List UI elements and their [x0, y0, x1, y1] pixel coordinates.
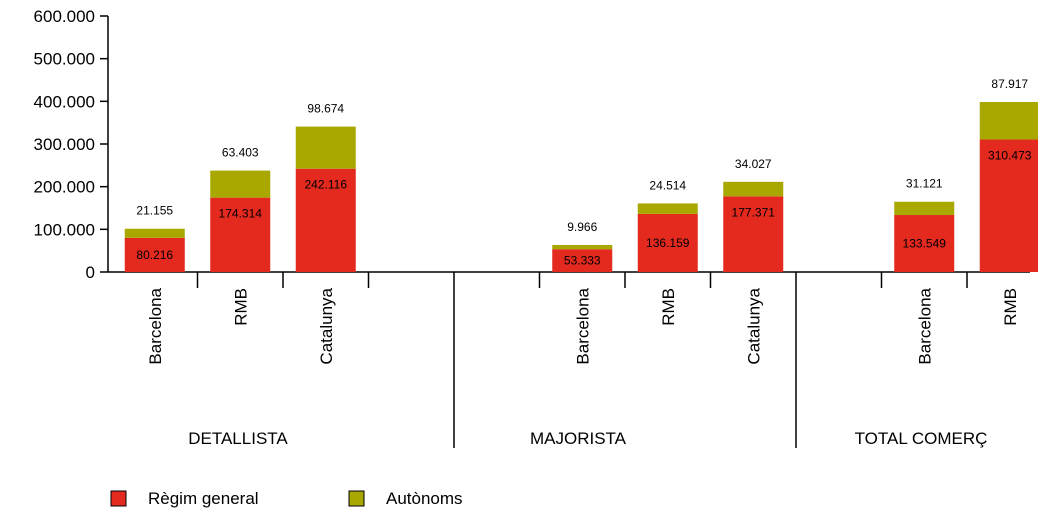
data-label-regim-general: 80.216	[136, 248, 173, 262]
category-label: RMB	[659, 288, 678, 326]
bar-segment-autonoms	[979, 102, 1038, 140]
data-label-regim-general: 310.473	[988, 149, 1032, 163]
data-label-regim-general: 133.549	[903, 237, 947, 251]
y-tick-label: 600.000	[34, 7, 95, 26]
y-tick-label: 400.000	[34, 92, 95, 111]
group-label: TOTAL COMERÇ	[855, 429, 988, 448]
x-axis: DETALLISTA Barcelona RMB Catalunya MAJORISTA…	[108, 271, 1030, 448]
bar-segment-regim-general	[637, 213, 698, 272]
legend-label: Règim general	[148, 489, 259, 508]
y-tick-label: 100.000	[34, 220, 95, 239]
bar-segment-regim-general	[295, 168, 356, 272]
data-label-autonoms: 24.514	[649, 178, 686, 192]
data-label-regim-general: 53.333	[564, 254, 601, 268]
category-label: Catalunya	[317, 287, 336, 364]
y-tick-label: 300.000	[34, 135, 95, 154]
category-label: RMB	[1001, 288, 1020, 326]
data-label-regim-general: 177.371	[732, 205, 776, 219]
legend-swatch	[348, 490, 365, 507]
data-label-autonoms: 9.966	[567, 220, 597, 234]
category-label: Barcelona	[915, 287, 934, 364]
bar-segment-regim-general	[124, 237, 185, 272]
data-label-autonoms: 87.917	[991, 77, 1028, 91]
category-label: Barcelona	[146, 287, 165, 364]
bar-segment-autonoms	[210, 170, 271, 198]
category-label: RMB	[231, 288, 250, 326]
bar-segment-regim-general	[894, 215, 955, 272]
y-axis: 0 100.000 200.000 300.000 400.000 500.000 600.…	[34, 7, 109, 282]
bar-segment-regim-general	[210, 197, 271, 272]
category-label: Barcelona	[573, 287, 592, 364]
bars	[124, 102, 1038, 272]
data-label-autonoms: 31.121	[906, 177, 943, 191]
data-label-autonoms: 98.674	[307, 102, 344, 116]
data-label-regim-general: 242.116	[305, 178, 348, 192]
bar-segment-autonoms	[124, 228, 185, 238]
bar-segment-autonoms	[723, 181, 784, 197]
data-label-autonoms: 21.155	[136, 204, 173, 218]
group-label: DETALLISTA	[188, 429, 288, 448]
y-tick-label: 200.000	[34, 178, 95, 197]
bar-segment-regim-general	[723, 196, 784, 272]
data-label-autonoms: 34.027	[735, 157, 772, 171]
data-label-regim-general: 136.159	[646, 236, 690, 250]
data-label-regim-general: 174.314	[219, 207, 263, 221]
bar-segment-autonoms	[552, 244, 613, 250]
bar-segment-regim-general	[552, 249, 613, 272]
legend: Règim general Autònoms	[110, 489, 463, 508]
bar-segment-autonoms	[637, 203, 698, 214]
bar-segment-autonoms	[894, 201, 955, 216]
category-label: Catalunya	[744, 287, 763, 364]
legend-label: Autònoms	[386, 489, 463, 508]
y-tick-label: 500.000	[34, 50, 95, 69]
group-label: MAJORISTA	[530, 429, 627, 448]
data-labels: 80.216 21.155 174.314 63.403 242.116 98.674 53…	[136, 77, 1032, 268]
y-tick-label: 0	[86, 263, 95, 282]
data-label-autonoms: 63.403	[222, 146, 259, 160]
legend-swatch	[110, 490, 127, 507]
bar-segment-regim-general	[979, 139, 1038, 272]
bar-segment-autonoms	[295, 126, 356, 169]
